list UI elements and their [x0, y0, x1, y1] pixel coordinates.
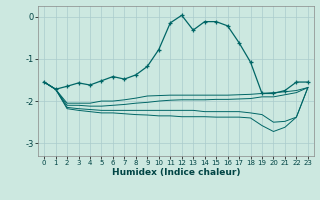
- X-axis label: Humidex (Indice chaleur): Humidex (Indice chaleur): [112, 168, 240, 177]
